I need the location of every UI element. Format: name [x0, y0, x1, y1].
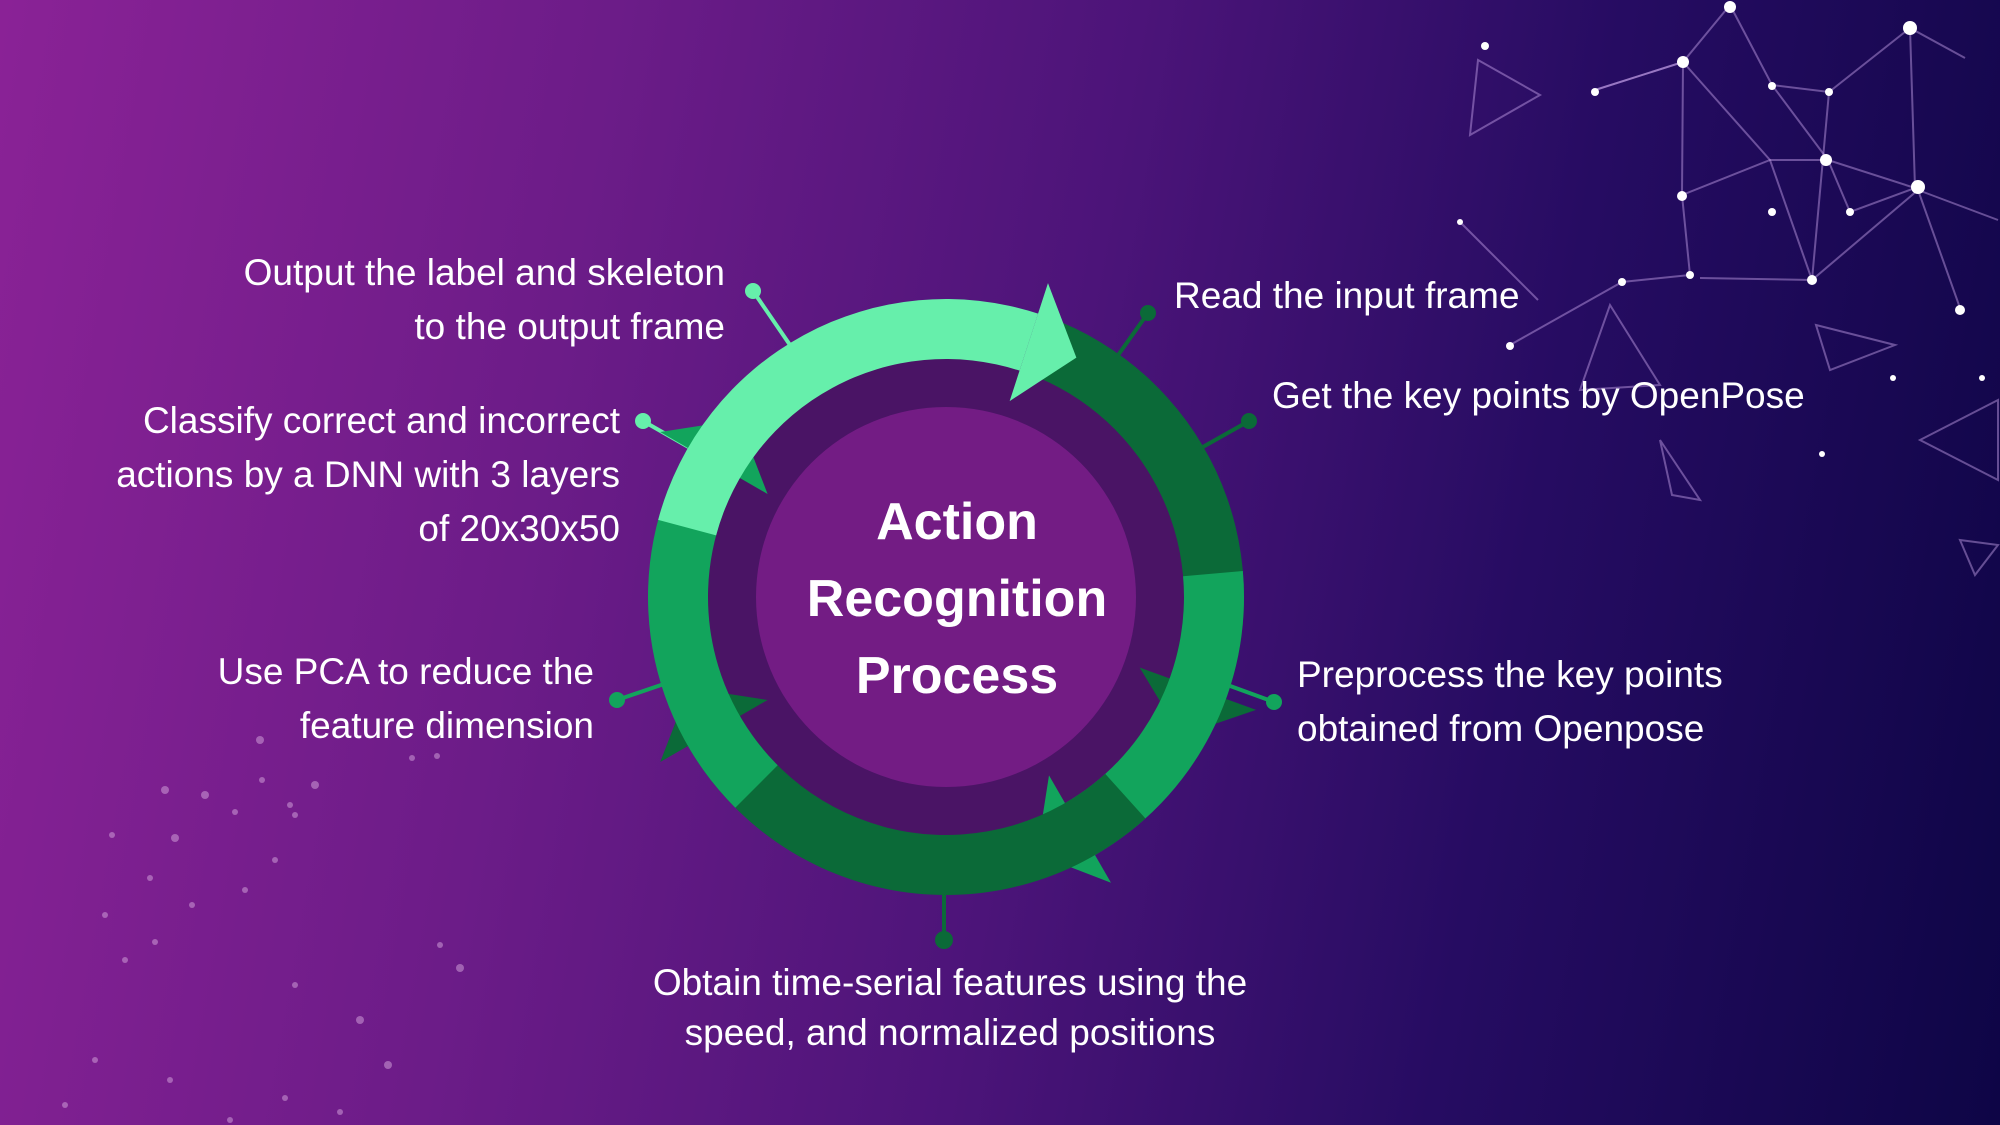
particles [62, 736, 464, 1123]
connector-dot-step-1 [1140, 305, 1156, 321]
title-line: Process [855, 647, 1059, 705]
step-label-time-serial-features: Obtain time-serial features using the sp… [610, 958, 1290, 1058]
connector-dots [609, 283, 1282, 949]
arrow-segment-left [647, 448, 778, 808]
connector-dot-step-4 [935, 931, 953, 949]
connector-dot-step-7 [745, 283, 761, 299]
connector-step-3 [1220, 681, 1276, 704]
step-label-pca: Use PCA to reduce the feature dimension [94, 645, 594, 753]
connector-dot-step-5 [609, 692, 625, 708]
step-label-line: to the output frame [414, 306, 725, 347]
connector-dot-step-6 [635, 413, 651, 429]
step-label-line: obtained from Openpose [1297, 708, 1705, 749]
arrow-segment-top-left [658, 299, 1039, 536]
connector-dot-step-3 [1266, 694, 1282, 710]
diagram-title: Action Recognition Process [757, 484, 1157, 715]
step-label-line: actions by a DNN with 3 layers [116, 454, 620, 495]
step-label-read-input: Read the input frame [1174, 269, 1520, 323]
step-label-classify-dnn: Classify correct and incorrect actions b… [60, 394, 620, 556]
connector-step-2 [1199, 419, 1251, 450]
connector-step-5 [615, 682, 666, 702]
step-label-preprocess: Preprocess the key points obtained from … [1297, 648, 1723, 756]
step-label-line: Use PCA to reduce the [217, 651, 594, 692]
step-label-line: Obtain time-serial features using the [652, 962, 1248, 1003]
step-label-line: feature dimension [299, 705, 594, 746]
connector-dot-step-2 [1241, 413, 1257, 429]
step-label-line: Classify correct and incorrect [142, 400, 620, 441]
arrow-segment-bottom [687, 716, 1146, 895]
connector-step-7 [751, 289, 792, 347]
step-label-get-key-points: Get the key points by OpenPose [1272, 369, 1805, 423]
step-label-line: Read the input frame [1174, 275, 1520, 316]
step-label-line: Output the label and skeleton [243, 252, 725, 293]
step-label-line: of 20x30x50 [418, 508, 620, 549]
step-label-line: speed, and normalized positions [684, 1012, 1216, 1053]
title-line: Recognition [806, 570, 1108, 628]
step-label-output-frame: Output the label and skeleton to the out… [170, 246, 725, 354]
title-line: Action [876, 493, 1038, 551]
inner-disc [756, 407, 1136, 787]
step-label-line: Get the key points by OpenPose [1272, 375, 1805, 416]
arrow-segment-top-left-head [1009, 283, 1077, 402]
connector-step-1 [1114, 311, 1150, 360]
network-nodes [1457, 1, 1985, 457]
step-label-line: Preprocess the key points [1297, 654, 1723, 695]
